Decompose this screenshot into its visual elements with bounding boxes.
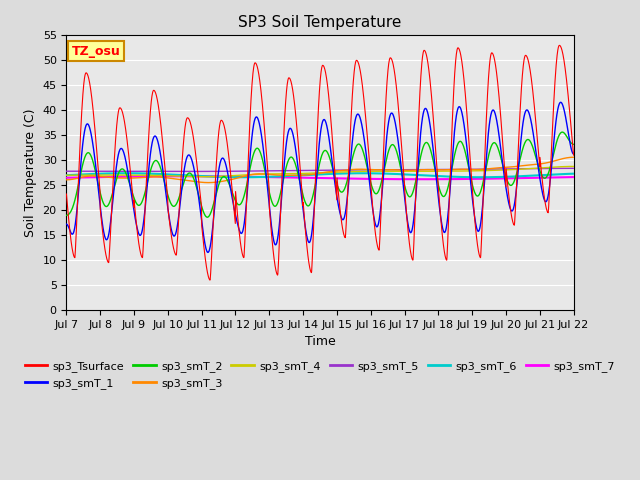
- sp3_Tsurface: [206, 277, 214, 283]
- sp3_smT_4: [539, 165, 547, 171]
- sp3_smT_2: [539, 174, 547, 180]
- Y-axis label: Soil Temperature (C): Soil Temperature (C): [24, 108, 37, 237]
- sp3_smT_5: [63, 168, 70, 174]
- sp3_smT_1: [570, 151, 577, 157]
- sp3_smT_1: [335, 203, 342, 208]
- sp3_smT_6: [346, 170, 353, 176]
- sp3_smT_4: [346, 169, 353, 175]
- sp3_smT_7: [181, 173, 189, 179]
- sp3_Tsurface: [335, 191, 342, 196]
- Line: sp3_Tsurface: sp3_Tsurface: [67, 45, 573, 280]
- sp3_Tsurface: [204, 272, 212, 277]
- sp3_smT_5: [525, 166, 532, 171]
- sp3_smT_3: [467, 167, 475, 172]
- sp3_smT_1: [346, 171, 353, 177]
- sp3_smT_5: [570, 166, 577, 171]
- sp3_smT_7: [525, 175, 533, 181]
- sp3_smT_2: [63, 213, 70, 218]
- sp3_smT_7: [417, 176, 425, 182]
- sp3_smT_5: [335, 167, 342, 173]
- sp3_smT_5: [346, 167, 353, 173]
- sp3_smT_7: [540, 175, 547, 180]
- sp3_smT_7: [204, 173, 212, 179]
- sp3_smT_5: [539, 166, 547, 171]
- sp3_smT_2: [467, 177, 475, 182]
- sp3_smT_6: [122, 170, 129, 176]
- sp3_smT_5: [204, 168, 212, 174]
- sp3_smT_1: [539, 192, 547, 198]
- sp3_Tsurface: [525, 60, 532, 66]
- sp3_smT_6: [335, 171, 342, 177]
- sp3_smT_2: [204, 214, 212, 220]
- sp3_smT_5: [183, 168, 191, 174]
- sp3_smT_4: [200, 174, 208, 180]
- sp3_smT_4: [335, 169, 342, 175]
- sp3_smT_6: [570, 171, 577, 177]
- Line: sp3_smT_6: sp3_smT_6: [67, 173, 573, 177]
- sp3_smT_6: [540, 172, 547, 178]
- Legend: sp3_Tsurface, sp3_smT_1, sp3_smT_2, sp3_smT_3, sp3_smT_4, sp3_smT_5, sp3_smT_6, : sp3_Tsurface, sp3_smT_1, sp3_smT_2, sp3_…: [20, 357, 620, 393]
- sp3_smT_1: [525, 110, 532, 116]
- sp3_smT_4: [467, 168, 475, 174]
- sp3_smT_7: [63, 175, 70, 180]
- sp3_Tsurface: [467, 170, 475, 176]
- Line: sp3_smT_2: sp3_smT_2: [67, 132, 573, 217]
- sp3_smT_5: [467, 167, 475, 172]
- sp3_smT_2: [570, 142, 577, 147]
- sp3_smT_6: [467, 174, 475, 180]
- sp3_smT_4: [525, 166, 532, 171]
- sp3_smT_7: [468, 176, 476, 182]
- sp3_smT_3: [204, 180, 212, 185]
- sp3_smT_1: [63, 221, 70, 227]
- sp3_smT_3: [346, 167, 353, 173]
- sp3_smT_6: [63, 172, 70, 178]
- sp3_smT_4: [63, 172, 70, 178]
- sp3_Tsurface: [570, 152, 577, 158]
- sp3_smT_2: [204, 215, 211, 220]
- sp3_smT_2: [559, 129, 566, 135]
- sp3_smT_3: [539, 161, 547, 167]
- Line: sp3_smT_1: sp3_smT_1: [67, 102, 573, 252]
- sp3_Tsurface: [539, 184, 547, 190]
- sp3_smT_2: [346, 168, 353, 174]
- Text: TZ_osu: TZ_osu: [72, 45, 120, 58]
- sp3_smT_7: [335, 176, 342, 181]
- sp3_Tsurface: [556, 42, 563, 48]
- Line: sp3_smT_3: sp3_smT_3: [67, 157, 573, 182]
- sp3_smT_2: [525, 137, 532, 143]
- Title: SP3 Soil Temperature: SP3 Soil Temperature: [238, 15, 402, 30]
- sp3_smT_3: [335, 168, 342, 174]
- sp3_smT_3: [63, 177, 70, 183]
- Line: sp3_smT_5: sp3_smT_5: [67, 168, 573, 171]
- sp3_smT_2: [335, 185, 342, 191]
- sp3_smT_4: [570, 164, 577, 169]
- sp3_smT_7: [346, 176, 353, 181]
- sp3_smT_1: [204, 250, 212, 255]
- sp3_smT_6: [204, 173, 212, 179]
- sp3_smT_3: [204, 180, 212, 185]
- sp3_smT_4: [204, 174, 212, 180]
- sp3_smT_6: [525, 173, 533, 179]
- sp3_smT_7: [570, 174, 577, 180]
- X-axis label: Time: Time: [305, 336, 335, 348]
- sp3_smT_1: [204, 250, 212, 255]
- Line: sp3_smT_4: sp3_smT_4: [67, 167, 573, 177]
- sp3_smT_3: [525, 162, 532, 168]
- sp3_smT_6: [477, 174, 484, 180]
- Line: sp3_smT_7: sp3_smT_7: [67, 176, 573, 179]
- sp3_Tsurface: [346, 149, 353, 155]
- sp3_Tsurface: [63, 191, 70, 197]
- sp3_smT_3: [570, 155, 577, 160]
- sp3_smT_1: [557, 99, 564, 105]
- sp3_smT_1: [467, 185, 475, 191]
